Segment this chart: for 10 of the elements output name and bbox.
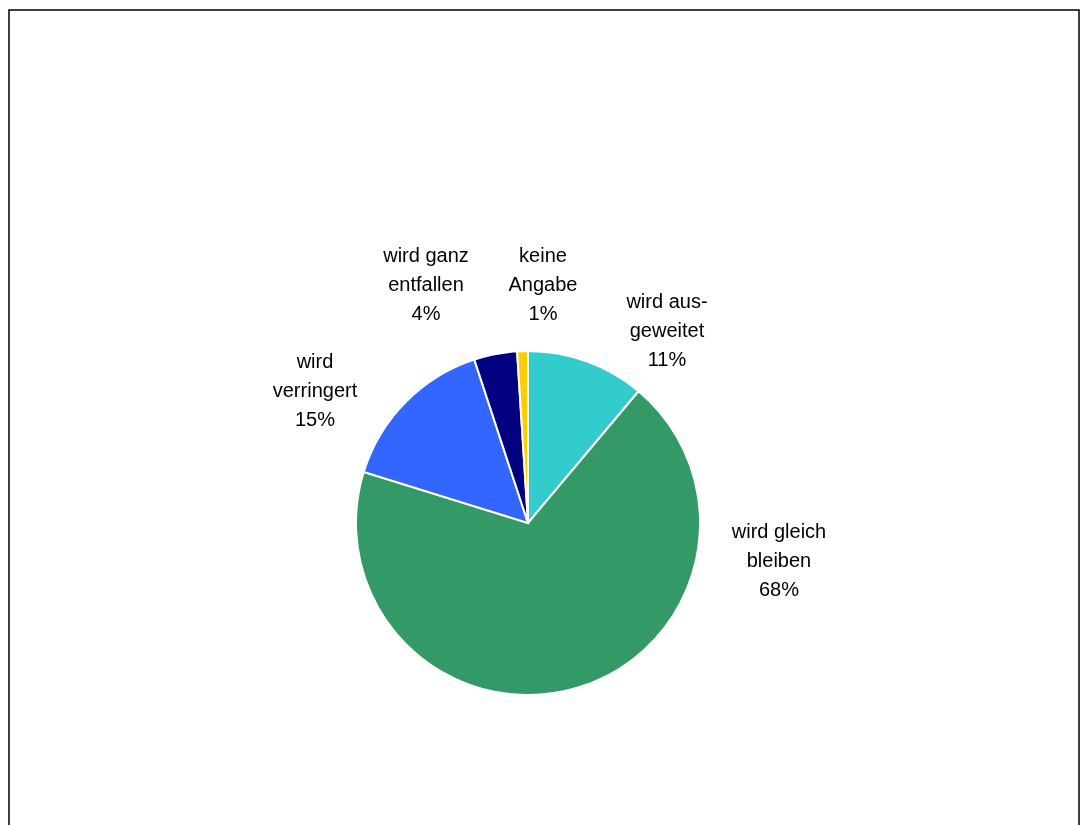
slice-label: wird ganz entfallen (382, 244, 469, 295)
data-label: 11% (647, 348, 687, 370)
slice-label: wird verringert (272, 350, 358, 401)
data-label: 1% (528, 302, 558, 324)
data-label: 68% (758, 578, 800, 600)
slice-label: keine Angabe (508, 244, 578, 295)
data-label: 15% (294, 408, 336, 430)
data-label: 4% (411, 302, 441, 324)
slice-label: wird gleich bleiben (730, 520, 827, 571)
slice-label: wird aus- geweitet (625, 290, 708, 341)
